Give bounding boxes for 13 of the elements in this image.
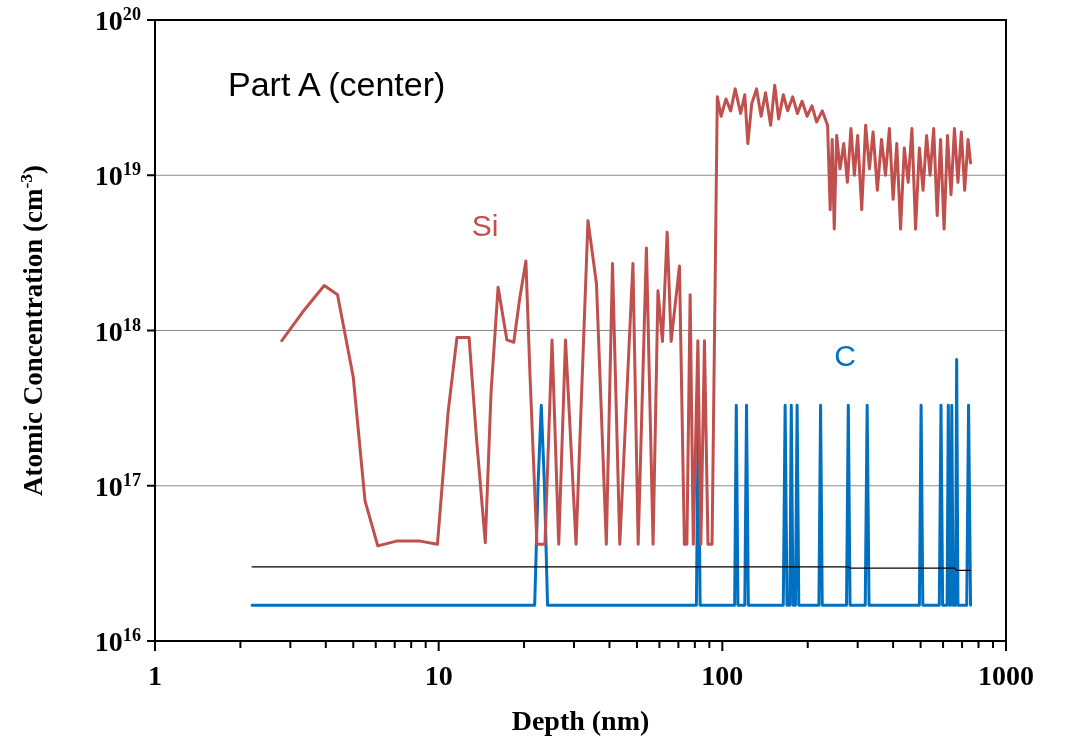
x-axis-title: Depth (nm) <box>511 705 650 736</box>
series-label: Si <box>471 209 499 242</box>
x-tick-label: 1 <box>148 660 162 691</box>
series-label: C <box>834 339 856 372</box>
y-tick-label: 10$^{16}$ <box>94 625 141 657</box>
y-tick-label: 10$^{18}$ <box>94 314 141 347</box>
x-tick-label: 100 <box>701 660 744 691</box>
y-tick-label: 10$^{19}$ <box>94 159 141 192</box>
x-tick-label: 1000 <box>978 660 1034 691</box>
x-tick-label: 10 <box>424 660 453 691</box>
text: Part A (center) <box>228 65 446 103</box>
y-tick-label: 10$^{20}$ <box>94 4 141 36</box>
y-tick-label: 10$^{17}$ <box>94 469 141 502</box>
